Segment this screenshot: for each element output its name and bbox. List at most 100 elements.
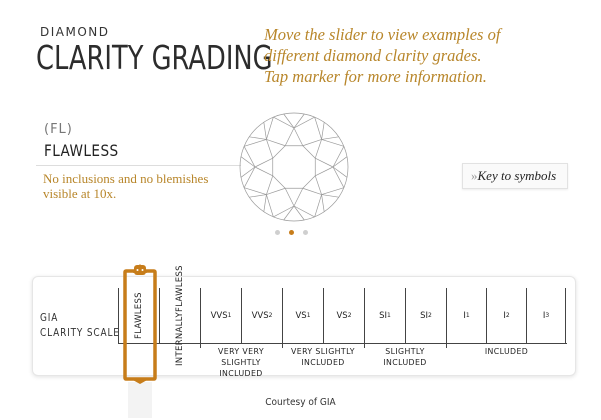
- scale-label-line: GIA: [40, 312, 59, 324]
- diamond-facet-line: [244, 187, 267, 195]
- diamond-facet-line: [321, 136, 339, 140]
- group-label: VERY SLIGHTLY: [291, 347, 355, 356]
- diamond-facet-line: [321, 187, 344, 195]
- diamond-facet-line: [314, 117, 322, 140]
- diamond-facet-line: [321, 194, 339, 198]
- diamond-facet-line: [243, 146, 256, 168]
- key-to-symbols-button[interactable]: » Key to symbols: [462, 163, 568, 189]
- grade-sub: 1: [465, 312, 470, 319]
- carousel-dot[interactable]: [303, 230, 308, 235]
- grade-cell-vs2[interactable]: VS 2: [323, 288, 364, 343]
- instruction-line: Tap marker for more information.: [264, 67, 487, 86]
- grade-cell-if[interactable]: INTERNALLY FLAWLESS: [159, 265, 200, 366]
- grade-label-line: FLAWLESS: [175, 265, 185, 312]
- group-si: SLIGHTLY INCLUDED: [364, 343, 446, 383]
- diamond-facet-line: [263, 194, 267, 212]
- group-tick: [282, 343, 283, 348]
- scale-label: GIA CLARITY SCALE: [40, 311, 120, 341]
- instruction-line: different diamond clarity grades.: [264, 46, 482, 65]
- diamond-facet-line: [321, 139, 344, 147]
- grade-sub: 1: [387, 312, 391, 319]
- clarity-scale-panel: [32, 276, 576, 376]
- diamond-facet-line: [321, 194, 325, 212]
- diamond-illustration: [239, 112, 349, 222]
- grade-base: SI: [379, 310, 388, 321]
- scale-label-line: CLARITY SCALE: [40, 327, 120, 339]
- credit: Courtesy of GIA: [265, 397, 336, 408]
- diamond-facet-line: [302, 139, 322, 147]
- grade-label: SI 1: [365, 288, 405, 343]
- group-tick: [200, 343, 201, 348]
- clarity-group-row: VERY VERY SLIGHTLY INCLUDED VERY SLIGHTL…: [118, 343, 567, 383]
- diamond-facet-line: [315, 166, 334, 177]
- page-pretitle: DIAMOND: [40, 25, 110, 39]
- key-to-symbols-label: Key to symbols: [477, 168, 557, 183]
- diamond-facet-line: [332, 166, 345, 188]
- grade-cell-si1[interactable]: SI 1: [364, 288, 405, 343]
- diamond-facet-line: [293, 188, 304, 207]
- marker-shadow: [128, 382, 152, 418]
- diamond-facet-line: [273, 116, 295, 129]
- grade-cell-fl[interactable]: FLAWLESS: [118, 288, 159, 343]
- divider: [36, 165, 241, 166]
- grade-cell-si2[interactable]: SI 2: [405, 288, 446, 343]
- grade-name: FLAWLESS: [44, 141, 119, 160]
- diamond-facet-line: [272, 145, 286, 159]
- diamond-facet-line: [302, 187, 322, 195]
- group-tick: [446, 343, 447, 348]
- group-label: INCLUDED: [301, 358, 345, 367]
- grade-label: VS 2: [324, 288, 364, 343]
- diamond-facet-line: [332, 146, 345, 168]
- instructions: Move the slider to view examples of diff…: [264, 24, 594, 87]
- grade-sub: 2: [428, 312, 432, 319]
- diamond-facet-line: [272, 175, 286, 189]
- diamond-facet-line: [293, 113, 305, 129]
- diamond-facet-line: [332, 166, 348, 178]
- grade-sub: 3: [545, 312, 550, 319]
- page-title: CLARITY GRADING: [36, 38, 273, 77]
- grade-base: SI: [420, 310, 429, 321]
- grade-cell-vvs1[interactable]: VVS 1: [200, 288, 241, 343]
- grade-label: SI 2: [406, 288, 446, 343]
- diamond-facet-line: [273, 205, 295, 218]
- diamond-facet-line: [266, 175, 274, 195]
- diamond-facet-line: [284, 127, 295, 146]
- diamond-facet-line: [302, 175, 316, 189]
- diamond-facet-line: [249, 194, 267, 198]
- grade-label: VVS 1: [201, 288, 241, 343]
- clarity-grade-row: FLAWLESS INTERNALLY FLAWLESS VVS 1 VVS 2 V…: [118, 265, 567, 366]
- grade-base: I: [503, 310, 506, 321]
- grade-base: VVS: [210, 310, 228, 321]
- diamond-facet-line: [284, 188, 295, 207]
- diamond-facet-line: [293, 127, 304, 146]
- diamond-facet-line: [266, 117, 274, 140]
- group-vvs: VERY VERY SLIGHTLY INCLUDED: [200, 343, 282, 383]
- diamond-facet-line: [283, 113, 295, 129]
- carousel-dot-active[interactable]: [289, 230, 294, 235]
- group-label: VERY VERY: [218, 347, 264, 356]
- carousel-dot[interactable]: [275, 230, 280, 235]
- instruction-line: Move the slider to view examples of: [264, 25, 501, 44]
- slider-marker-icon[interactable]: [121, 262, 159, 385]
- grade-sub: 2: [347, 312, 352, 319]
- group-label: SLIGHTLY INCLUDED: [383, 347, 427, 367]
- grade-label: VVS 2: [242, 288, 282, 343]
- diamond-facet-line: [266, 139, 274, 159]
- diamond-facet-line: [263, 122, 267, 140]
- grade-cell-vs1[interactable]: VS 1: [282, 288, 323, 343]
- diamond-facet-line: [314, 175, 322, 195]
- grade-label: INTERNALLY FLAWLESS: [160, 265, 200, 366]
- diamond-facet-line: [254, 157, 273, 168]
- diamond-girdle: [239, 112, 349, 222]
- diamond-facet-line: [314, 194, 322, 217]
- grade-base: I: [542, 310, 546, 321]
- grade-cell-vvs2[interactable]: VVS 2: [241, 288, 282, 343]
- grade-sub: 2: [268, 312, 273, 319]
- grade-sub: 2: [505, 312, 510, 319]
- diamond-facet-line: [302, 145, 316, 159]
- grade-code: (FL): [44, 122, 73, 137]
